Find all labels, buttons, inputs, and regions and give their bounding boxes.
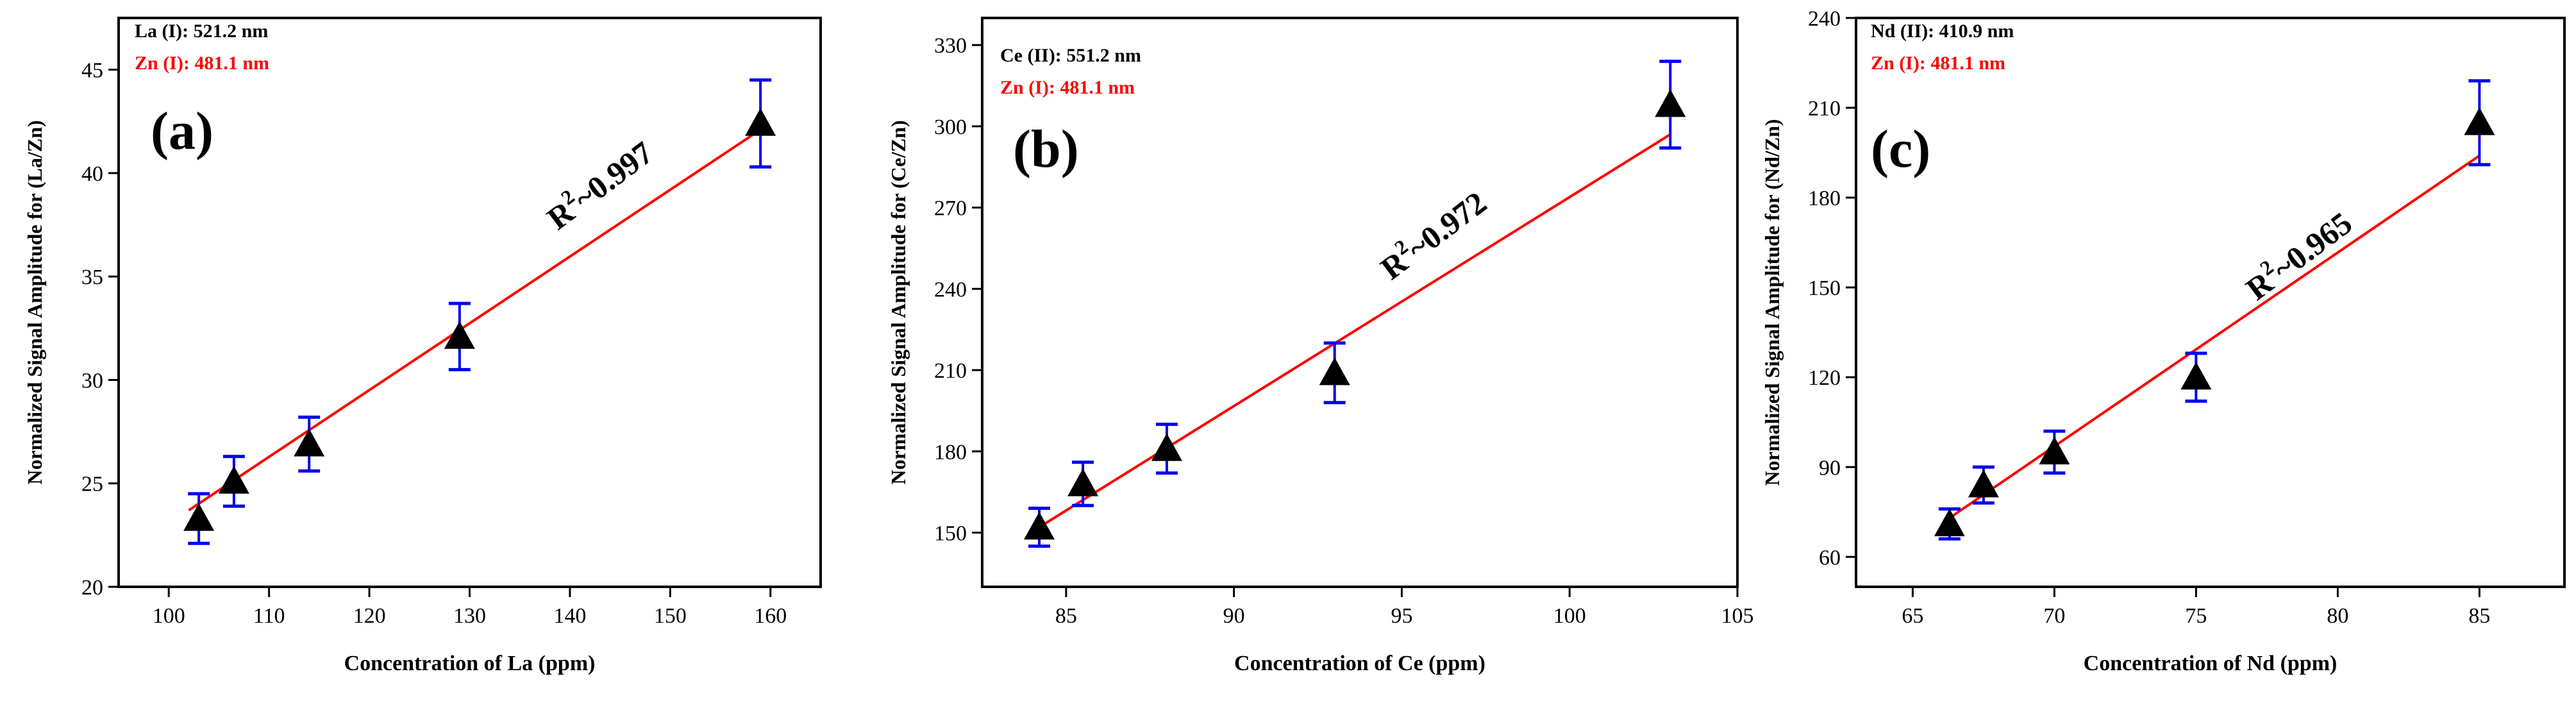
y-tick-label: 240 (934, 278, 967, 301)
x-tick-label: 100 (1553, 604, 1586, 628)
data-point-marker (183, 503, 215, 531)
legend-entry: Zn (I): 481.1 nm (1871, 53, 2005, 74)
x-tick-label: 65 (1902, 604, 1923, 628)
y-axis-title: Normalized Signal Amplitude for (Ce/Zn) (887, 120, 910, 484)
y-tick-label: 210 (934, 359, 967, 383)
legend-entry: La (I): 521.2 nm (135, 21, 268, 42)
x-tick-label: 140 (553, 604, 586, 628)
fit-line (1948, 155, 2480, 519)
panel-label: (a) (151, 101, 213, 161)
y-tick-label: 60 (1819, 546, 1841, 569)
data-point-marker (444, 321, 475, 349)
x-axis-title: Concentration of Nd (ppm) (2084, 652, 2338, 675)
y-tick-label: 300 (934, 115, 967, 139)
plot-frame (981, 17, 1739, 588)
y-tick-label: 90 (1819, 456, 1841, 480)
data-point-marker (2180, 362, 2212, 390)
data-point-marker (2464, 107, 2495, 135)
data-point-marker (1067, 468, 1099, 496)
y-tick-label: 25 (81, 473, 103, 496)
x-tick-label: 95 (1391, 604, 1412, 628)
data-point-marker (294, 428, 325, 457)
panel-label: (c) (1871, 119, 1930, 179)
x-tick-label: 75 (2185, 604, 2207, 628)
legend-entry: Ce (II): 551.2 nm (1000, 45, 1141, 66)
x-tick-label: 105 (1721, 604, 1754, 628)
y-tick-label: 45 (81, 59, 103, 83)
y-tick-label: 35 (81, 266, 103, 289)
panel-label: (b) (1013, 119, 1079, 179)
y-tick-label: 330 (934, 34, 967, 58)
y-tick-label: 270 (934, 197, 967, 221)
legend-entry: Zn (I): 481.1 nm (1000, 77, 1135, 98)
r-squared-text: R2~0.972 (1371, 181, 1493, 287)
legend-entry: Zn (I): 481.1 nm (135, 53, 269, 74)
y-axis-title: Normalized Signal Amplitude for (Nd/Zn) (1761, 119, 1784, 486)
legend-entry: Nd (II): 410.9 nm (1871, 21, 2014, 42)
data-point-marker (1968, 469, 1999, 498)
r-squared-text: R2~0.965 (2237, 202, 2359, 307)
data-point-marker (1655, 89, 1686, 117)
x-tick-label: 70 (2043, 604, 2065, 628)
y-tick-label: 210 (1808, 97, 1841, 121)
y-axis-title: Normalized Signal Amplitude for (La/Zn) (23, 120, 46, 484)
plot-frame (1855, 17, 2566, 588)
x-tick-label: 85 (2468, 604, 2490, 628)
x-tick-label: 100 (153, 604, 185, 628)
chart-panel-3: 65 70 75 80 85 60 90 120 150 180 210 240 Concentrati… (1761, 7, 2566, 675)
y-tick-label: 240 (1808, 7, 1841, 31)
chart-panel-2: 85 90 95 100 105 150 180 210 240 270 300 330 Concent… (887, 17, 1754, 675)
chart-panel-1: 100 110 120 130 140 150 160 20 25 30 35 40 45 Concent… (23, 17, 822, 675)
r-squared-annotation: R2~0.997 (538, 131, 660, 237)
y-tick-label: 180 (934, 441, 967, 464)
y-tick-label: 120 (1808, 366, 1841, 390)
data-point-marker (745, 108, 776, 136)
y-tick-label: 150 (1808, 276, 1841, 300)
y-tick-label: 150 (934, 522, 967, 546)
r-squared-annotation: R2~0.972 (1371, 181, 1493, 287)
fit-line (188, 128, 762, 512)
data-point-marker (1319, 357, 1350, 385)
r-squared-value: ~0.965 (2266, 205, 2359, 287)
data-point-marker (2039, 436, 2070, 465)
x-tick-label: 80 (2327, 604, 2348, 628)
x-tick-label: 120 (353, 604, 386, 628)
data-point-marker (1024, 512, 1055, 540)
x-tick-label: 150 (654, 604, 687, 628)
data-point-marker (1934, 508, 1965, 537)
r-squared-text: R2~0.997 (538, 131, 660, 237)
x-tick-label: 160 (754, 604, 787, 628)
x-tick-label: 110 (253, 604, 285, 628)
fit-line (1038, 133, 1671, 528)
y-tick-label: 180 (1808, 187, 1841, 210)
x-tick-label: 85 (1055, 604, 1077, 628)
data-point-marker (1151, 433, 1182, 461)
y-tick-label: 40 (81, 162, 103, 186)
data-point-marker (218, 466, 249, 494)
y-tick-label: 30 (81, 369, 103, 392)
x-tick-label: 130 (453, 604, 486, 628)
y-tick-label: 20 (81, 576, 103, 600)
r-squared-annotation: R2~0.965 (2237, 202, 2359, 307)
x-tick-label: 90 (1223, 604, 1245, 628)
x-axis-title: Concentration of La (ppm) (344, 652, 596, 675)
x-axis-title: Concentration of Ce (ppm) (1234, 652, 1485, 675)
r-squared-value: ~0.997 (567, 134, 660, 216)
